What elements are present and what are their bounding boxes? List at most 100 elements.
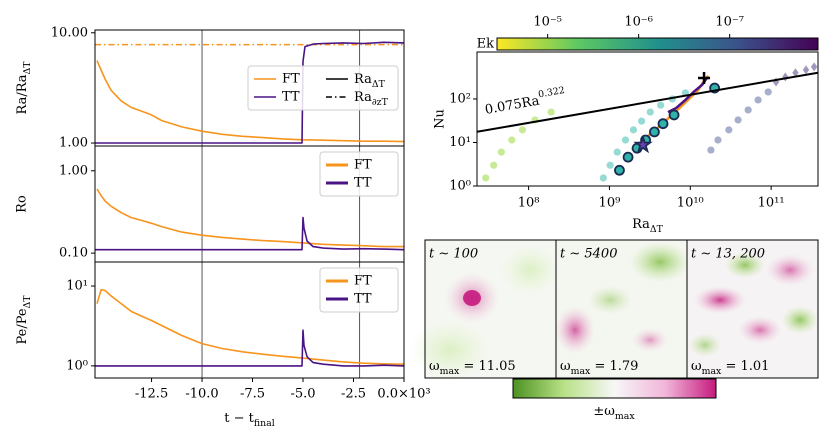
legend-label: FT	[354, 158, 372, 173]
point	[621, 136, 630, 144]
legend-label-sub: ∂zT	[372, 97, 389, 108]
snapshot-omega-text: ω	[560, 359, 571, 374]
legend-box	[247, 65, 399, 111]
legend-box	[319, 151, 399, 197]
point	[734, 116, 742, 124]
legend-label: TT	[354, 292, 372, 307]
snapshot-time: t ∼ 100	[429, 247, 478, 262]
blob	[410, 320, 490, 380]
blob	[630, 242, 690, 282]
snapshot-omega-after: = 11.05	[459, 359, 515, 374]
series-line	[96, 288, 404, 365]
point	[497, 148, 505, 156]
legend-box	[319, 267, 399, 313]
point	[613, 148, 621, 156]
point	[810, 62, 818, 72]
y-axis-label-text: Pe/Pe	[15, 308, 30, 344]
snapshot-omega: ωmax = 1.01	[691, 359, 769, 378]
y-axis-label-sub: ΔT	[22, 295, 33, 309]
series-line	[95, 216, 404, 251]
panel-frame	[94, 261, 405, 379]
x-tick-label: -7.5	[240, 387, 265, 402]
point	[490, 161, 498, 169]
legend-label: Ra∂zT	[354, 90, 389, 109]
snapshot-omega-sub: max	[571, 366, 591, 377]
x-axis-label-sub: ΔT	[650, 224, 664, 235]
snapshot-omega-sub: max	[702, 366, 722, 377]
vorticity-colorbar-label: ±ωmax	[593, 404, 635, 423]
point	[646, 108, 654, 116]
x-tick-label: 10¹¹	[758, 196, 785, 211]
x-tick-label: -5.0	[290, 387, 315, 402]
x-axis-label-text: t − t	[224, 411, 254, 426]
legend-label: FT	[354, 274, 372, 289]
vorticity-colorbar-label-text: ±ω	[593, 404, 615, 419]
point	[668, 109, 680, 121]
point	[754, 96, 762, 104]
x-tick-label: -2.5	[341, 387, 366, 402]
colorbar	[496, 37, 819, 51]
point	[772, 77, 780, 87]
blob	[632, 328, 668, 352]
point	[547, 108, 555, 116]
x-axis-label: t − tfinal	[224, 411, 274, 430]
colorbar-tick-label: 10⁻⁵	[533, 15, 562, 30]
y-tick-label: 10⁰	[66, 358, 88, 373]
colorbar-tick-label: 10⁻⁷	[715, 15, 744, 30]
point	[725, 126, 733, 134]
y-axis-label: Pe/PeΔT	[15, 295, 34, 345]
blob	[689, 333, 721, 357]
snapshot-images	[410, 239, 819, 380]
point	[622, 151, 634, 163]
point	[802, 65, 810, 75]
point	[633, 134, 653, 154]
legend-label: RaΔT	[354, 72, 386, 91]
snapshot-omega-after: = 1.01	[721, 359, 769, 374]
y-tick-label: 10¹	[66, 279, 88, 294]
point	[518, 126, 527, 134]
snapshot-omega-after: = 1.79	[590, 359, 638, 374]
x-tick-label: 10¹⁰	[677, 196, 704, 211]
snapshot-omega-sub: max	[440, 366, 460, 377]
y-axis-label-sub: ΔT	[22, 61, 33, 75]
x-tick-label: 0.0×10³	[377, 387, 430, 402]
point	[764, 88, 772, 96]
x-tick-label: -10.0	[185, 387, 218, 402]
point	[508, 136, 516, 144]
point	[606, 161, 614, 169]
point	[698, 72, 711, 85]
panel	[95, 262, 404, 378]
x-tick-label: 10⁹	[599, 196, 621, 211]
y-tick-label: 0.10	[59, 246, 88, 261]
point	[657, 118, 669, 130]
fit-line	[477, 71, 818, 133]
snapshot-omega-text: ω	[691, 359, 702, 374]
snapshot-omega: ωmax = 11.05	[429, 359, 516, 378]
y-tick-label: 10²	[449, 91, 471, 106]
fit-annotation-text: 0.075Ra	[484, 93, 541, 117]
point	[792, 68, 799, 78]
colorbar-tick-label: 10⁻⁶	[624, 15, 653, 30]
point	[707, 146, 715, 154]
point	[482, 174, 490, 182]
legend-label: FT	[282, 72, 300, 87]
y-tick-label: 10¹	[449, 135, 471, 150]
point	[782, 72, 789, 82]
legend-label-text: Ra	[354, 90, 372, 105]
point	[629, 126, 638, 134]
blob	[782, 306, 818, 334]
x-tick-label: 10⁸	[518, 196, 540, 211]
y-axis-label: Ra/RaΔT	[15, 61, 34, 115]
x-tick-label: -12.5	[135, 387, 168, 402]
vortex-core	[463, 290, 481, 306]
series-line	[96, 60, 404, 143]
blob	[588, 286, 632, 314]
point	[614, 164, 625, 176]
fit-annotation-sup: 0.322	[537, 85, 565, 100]
x-axis-label: RaΔT	[632, 217, 664, 236]
legend-label: TT	[282, 90, 300, 105]
legend-label: TT	[354, 176, 372, 191]
snapshot-omega-text: ω	[429, 359, 440, 374]
snapshot-frame	[424, 239, 819, 379]
